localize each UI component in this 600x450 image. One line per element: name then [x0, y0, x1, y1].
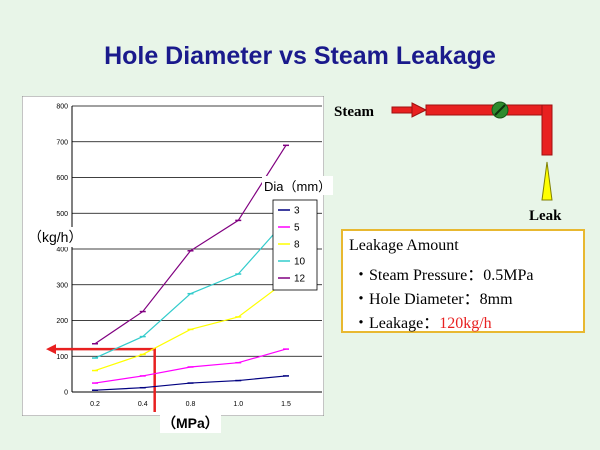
y-tick-label: 500 — [56, 211, 68, 218]
highlight-reading-line — [54, 347, 156, 412]
y-tick-label: 100 — [56, 354, 68, 361]
x-tick-label: 1.5 — [281, 401, 291, 408]
x-axis-unit-label: （MPa） — [160, 413, 221, 433]
info-value: 0.5MPa — [483, 267, 534, 284]
x-tick-label: 0.4 — [138, 401, 148, 408]
leakage-info-box: Leakage Amount ・Steam Pressure：0.5MPa ・H… — [341, 229, 585, 333]
y-tick-label: 600 — [56, 175, 68, 182]
slide-title: Hole Diameter vs Steam Leakage — [104, 42, 496, 70]
x-tick-label: 0.2 — [90, 401, 100, 408]
pipe — [425, 104, 553, 156]
y-tick-label: 400 — [56, 247, 68, 254]
x-tick-label: 1.0 — [233, 401, 243, 408]
chart-panel: 0 100 200 300 400 500 600 700 800 0.2 0.4 0.8 1.0 1.5… — [22, 96, 324, 416]
info-value: 8mm — [479, 291, 513, 308]
info-label: ・Hole Diameter： — [353, 291, 480, 308]
info-line-leakage: ・Leakage：120kg/h — [353, 309, 492, 333]
info-label: ・Leakage： — [353, 315, 440, 332]
legend-entry: 10 — [294, 257, 306, 268]
highlight-arrowhead — [46, 344, 56, 355]
steam-label: Steam — [334, 104, 374, 120]
y-tick-label: 700 — [56, 139, 68, 146]
leak-jet-icon — [541, 161, 553, 201]
y-tick-label: 0 — [64, 390, 68, 397]
info-line-diameter: ・Hole Diameter：8mm — [353, 285, 513, 309]
legend-entry: 3 — [294, 206, 300, 217]
steam-leak-diagram: Steam Leak — [334, 101, 562, 224]
y-tick-label: 300 — [56, 282, 68, 289]
steam-arrow-icon — [391, 102, 428, 118]
info-line-pressure: ・Steam Pressure：0.5MPa — [353, 261, 533, 285]
info-title: Leakage Amount — [349, 237, 459, 254]
line-chart: 0 100 200 300 400 500 600 700 800 0.2 0.4 0.8 1.0 1.5… — [22, 96, 324, 416]
leak-label: Leak — [529, 208, 562, 224]
legend-box — [272, 199, 318, 291]
info-value-highlight: 120kg/h — [439, 315, 492, 332]
y-tick-label: 800 — [56, 104, 68, 111]
legend-entry: 8 — [294, 240, 300, 251]
y-tick-label: 200 — [56, 318, 68, 325]
x-tick-label: 0.8 — [186, 401, 196, 408]
valve-icon — [491, 101, 509, 119]
legend-title: Dia（mm） — [262, 176, 334, 195]
y-axis-unit-label: （kg/h） — [26, 227, 85, 247]
legend-entry: 5 — [294, 223, 300, 234]
info-label: ・Steam Pressure： — [353, 267, 484, 284]
legend-entry: 12 — [294, 274, 306, 285]
